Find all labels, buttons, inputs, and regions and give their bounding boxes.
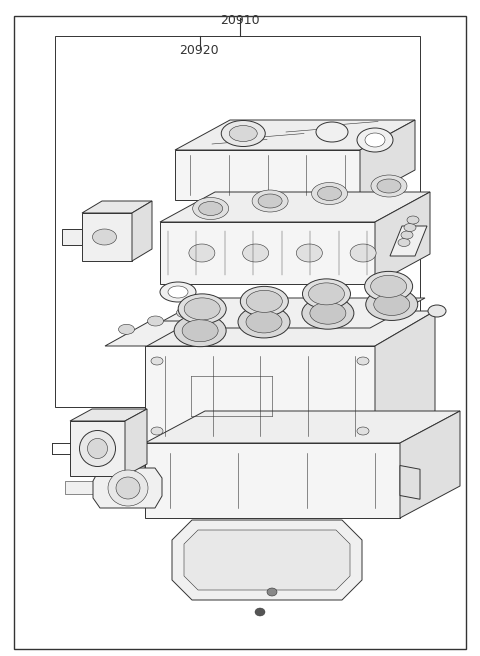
Ellipse shape <box>178 294 226 324</box>
Ellipse shape <box>199 201 223 216</box>
Ellipse shape <box>160 282 196 302</box>
Ellipse shape <box>229 125 257 142</box>
Ellipse shape <box>366 289 418 320</box>
Ellipse shape <box>318 186 342 201</box>
Ellipse shape <box>184 298 220 320</box>
Polygon shape <box>82 201 152 213</box>
Ellipse shape <box>177 308 192 318</box>
Ellipse shape <box>428 305 446 317</box>
Ellipse shape <box>221 121 265 146</box>
Polygon shape <box>93 468 162 508</box>
Ellipse shape <box>108 470 148 506</box>
Ellipse shape <box>350 244 376 262</box>
Polygon shape <box>400 466 420 499</box>
Polygon shape <box>160 192 430 222</box>
Polygon shape <box>145 443 400 518</box>
Polygon shape <box>150 298 425 328</box>
Polygon shape <box>175 120 415 150</box>
Ellipse shape <box>93 229 117 245</box>
Ellipse shape <box>174 315 226 346</box>
Polygon shape <box>145 311 435 346</box>
Ellipse shape <box>267 588 277 596</box>
Ellipse shape <box>119 324 134 335</box>
Ellipse shape <box>182 319 218 342</box>
Ellipse shape <box>371 276 407 297</box>
Ellipse shape <box>357 357 369 365</box>
Ellipse shape <box>168 286 188 298</box>
Ellipse shape <box>407 216 419 224</box>
Ellipse shape <box>87 438 108 459</box>
Polygon shape <box>65 481 133 494</box>
Polygon shape <box>172 520 362 600</box>
Polygon shape <box>70 409 147 421</box>
Polygon shape <box>160 222 375 284</box>
Ellipse shape <box>151 357 163 365</box>
Ellipse shape <box>312 182 348 205</box>
Text: 20910: 20910 <box>220 14 260 28</box>
Polygon shape <box>132 201 152 261</box>
Ellipse shape <box>238 306 290 338</box>
Ellipse shape <box>151 427 163 435</box>
Ellipse shape <box>404 224 416 232</box>
Polygon shape <box>62 229 82 245</box>
Ellipse shape <box>365 272 413 301</box>
Ellipse shape <box>401 231 413 239</box>
Ellipse shape <box>357 128 393 152</box>
Ellipse shape <box>296 244 323 262</box>
Polygon shape <box>125 466 145 495</box>
Polygon shape <box>70 421 125 476</box>
Ellipse shape <box>302 279 350 309</box>
Ellipse shape <box>80 430 116 466</box>
Ellipse shape <box>242 244 269 262</box>
Ellipse shape <box>309 283 345 305</box>
Polygon shape <box>82 213 132 261</box>
Bar <box>55 36 420 407</box>
Ellipse shape <box>192 197 228 220</box>
Ellipse shape <box>302 297 354 329</box>
Polygon shape <box>390 226 427 256</box>
Ellipse shape <box>116 477 140 499</box>
Ellipse shape <box>310 302 346 324</box>
Ellipse shape <box>316 122 348 142</box>
Polygon shape <box>184 530 350 590</box>
Ellipse shape <box>240 287 288 316</box>
Ellipse shape <box>252 190 288 212</box>
Ellipse shape <box>258 194 282 208</box>
Ellipse shape <box>374 293 410 316</box>
Ellipse shape <box>357 427 369 435</box>
Polygon shape <box>400 411 460 518</box>
Polygon shape <box>145 346 375 446</box>
Ellipse shape <box>246 291 282 312</box>
Polygon shape <box>145 411 460 443</box>
Polygon shape <box>175 150 360 200</box>
Polygon shape <box>375 192 430 284</box>
Ellipse shape <box>365 133 385 147</box>
Text: 20920: 20920 <box>180 44 219 57</box>
Ellipse shape <box>371 175 407 197</box>
Polygon shape <box>360 120 415 200</box>
Ellipse shape <box>377 179 401 193</box>
Ellipse shape <box>255 608 265 616</box>
Ellipse shape <box>398 239 410 247</box>
Polygon shape <box>105 321 192 346</box>
Ellipse shape <box>189 244 215 262</box>
Polygon shape <box>375 311 435 446</box>
Ellipse shape <box>147 316 164 326</box>
Ellipse shape <box>246 311 282 333</box>
Polygon shape <box>125 409 147 476</box>
